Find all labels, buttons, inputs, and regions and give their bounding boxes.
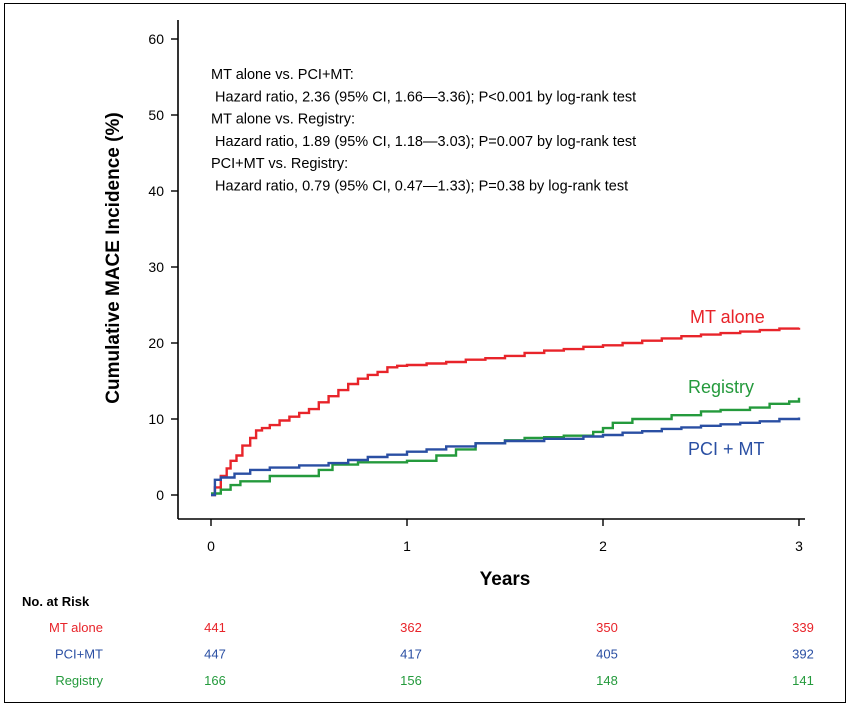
- hazard-ratio-annotations: MT alone vs. PCI+MT: Hazard ratio, 2.36 …: [211, 67, 636, 195]
- risk-value-0-2: 350: [596, 620, 618, 635]
- x-tick-label-2: 2: [599, 538, 607, 554]
- risk-value-2-2: 148: [596, 673, 618, 688]
- risk-table: No. at Risk MT alone 441 362 350 339 PCI+MT 447…: [22, 594, 814, 688]
- annotation-line-4: PCI+MT vs. Registry:: [211, 156, 348, 172]
- annotation-line-1: Hazard ratio, 2.36 (95% CI, 1.66—3.36); …: [211, 89, 636, 105]
- risk-row-label-1: PCI+MT: [55, 647, 103, 662]
- risk-row-label-2: Registry: [55, 673, 103, 688]
- y-tick-label-10: 10: [148, 411, 164, 427]
- risk-value-1-1: 417: [400, 647, 422, 662]
- risk-value-0-1: 362: [400, 620, 422, 635]
- annotation-line-2: MT alone vs. Registry:: [211, 112, 355, 128]
- series-line-2: [211, 417, 801, 497]
- series-line-0: [211, 327, 801, 497]
- x-tick-label-0: 0: [207, 538, 215, 554]
- series-labels: MT alone Registry PCI + MT: [688, 307, 765, 459]
- risk-value-1-2: 405: [596, 647, 618, 662]
- annotation-line-5: Hazard ratio, 0.79 (95% CI, 0.47—1.33); …: [211, 179, 628, 195]
- annotation-line-3: Hazard ratio, 1.89 (95% CI, 1.18—3.03); …: [211, 134, 636, 150]
- risk-value-0-0: 441: [204, 620, 226, 635]
- risk-value-2-1: 156: [400, 673, 422, 688]
- y-tick-label-40: 40: [148, 183, 164, 199]
- y-tick-label-0: 0: [156, 487, 164, 503]
- series-label-2: PCI + MT: [688, 439, 765, 459]
- figure-frame: [4, 3, 846, 703]
- series-label-1: Registry: [688, 377, 754, 397]
- x-tick-label-1: 1: [403, 538, 411, 554]
- risk-table-header: No. at Risk: [22, 594, 90, 609]
- x-axis-title: Years: [480, 569, 531, 590]
- series-label-0: MT alone: [690, 307, 765, 327]
- chart-axes: 0 10 20 30 40 50 60 0 1 2 3 Years Cumulative MACE In…: [103, 20, 805, 590]
- y-tick-label-60: 60: [148, 31, 164, 47]
- series-line-1: [211, 397, 801, 495]
- risk-value-1-3: 392: [792, 647, 814, 662]
- risk-value-1-0: 447: [204, 647, 226, 662]
- risk-value-0-3: 339: [792, 620, 814, 635]
- y-tick-label-50: 50: [148, 107, 164, 123]
- risk-row-label-0: MT alone: [49, 620, 103, 635]
- x-tick-label-3: 3: [795, 538, 803, 554]
- y-tick-label-20: 20: [148, 335, 164, 351]
- series-lines: [211, 327, 801, 497]
- annotation-line-0: MT alone vs. PCI+MT:: [211, 67, 354, 83]
- risk-value-2-3: 141: [792, 673, 814, 688]
- y-tick-label-30: 30: [148, 259, 164, 275]
- y-axis-title: Cumulative MACE Incidence (%): [103, 112, 124, 403]
- risk-value-2-0: 166: [204, 673, 226, 688]
